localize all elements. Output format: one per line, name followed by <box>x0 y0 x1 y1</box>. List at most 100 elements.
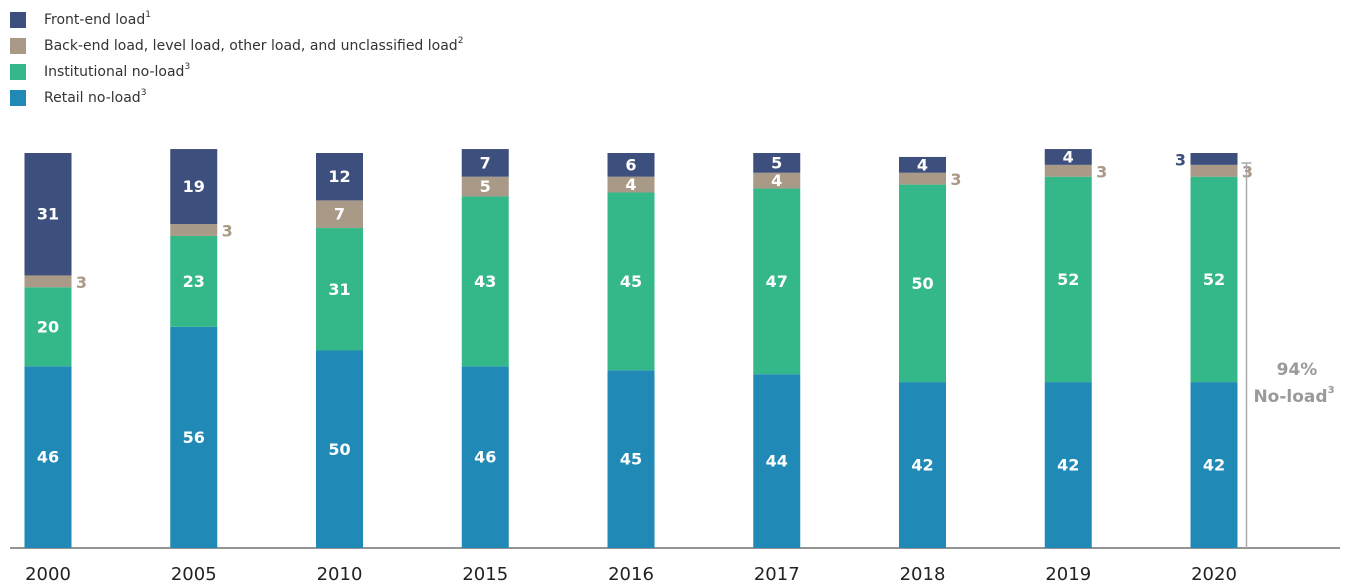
x-tick-label: 2018 <box>900 564 946 585</box>
bar-segment <box>753 172 801 189</box>
bar-segment <box>316 350 363 548</box>
data-label: 7 <box>480 153 491 172</box>
legend-label: Institutional no-load3 <box>44 62 190 81</box>
data-label: 7 <box>334 205 345 224</box>
data-label: 31 <box>328 280 350 299</box>
bar-segment <box>24 287 72 367</box>
legend-label: Back-end load, level load, other load, a… <box>44 36 463 55</box>
bar-segment <box>24 153 72 276</box>
bar-segment <box>753 188 801 375</box>
data-label: 44 <box>766 452 788 471</box>
legend-swatch <box>10 38 26 54</box>
x-tick-label: 2000 <box>25 564 71 585</box>
annotation-value: 94% <box>1277 360 1318 380</box>
bar-segment <box>1190 382 1238 548</box>
bar-segment <box>899 382 946 548</box>
legend-footnote: 3 <box>184 62 190 72</box>
legend-swatch <box>10 64 26 80</box>
annotation-name: No-load <box>1253 387 1327 407</box>
legend-name: Back-end load, level load, other load, a… <box>44 38 458 54</box>
data-label: 3 <box>950 170 961 189</box>
bar-segment <box>753 374 801 548</box>
data-label: 4 <box>625 175 636 194</box>
bar-segment <box>170 326 218 548</box>
legend-footnote: 1 <box>145 10 151 20</box>
data-label: 52 <box>1057 270 1079 289</box>
bar-segment <box>24 275 72 288</box>
data-label: 5 <box>480 177 491 196</box>
bar-segment <box>1190 153 1238 165</box>
data-label: 42 <box>911 456 933 475</box>
data-label: 45 <box>620 272 642 291</box>
data-label: 42 <box>1203 456 1225 475</box>
data-label: 3 <box>1175 150 1186 169</box>
data-label: 42 <box>1057 456 1079 475</box>
x-tick-label: 2015 <box>462 564 508 585</box>
bar-segment <box>24 366 72 548</box>
bar-segment <box>170 235 218 327</box>
x-tick-label: 2020 <box>1191 564 1237 585</box>
bar-segment <box>1044 149 1092 165</box>
data-label: 4 <box>917 155 928 174</box>
legend-name: Institutional no-load <box>44 64 184 80</box>
data-label: 23 <box>183 272 205 291</box>
data-label: 47 <box>766 272 788 291</box>
bar-segment <box>461 196 509 367</box>
annotation-footnote: 3 <box>1328 385 1335 396</box>
data-label: 50 <box>328 440 350 459</box>
bar-segment <box>170 224 218 236</box>
bar-segment <box>461 366 509 548</box>
bar-segment <box>607 192 655 371</box>
bar-segment <box>1044 382 1092 548</box>
annotation-text: No-load3 <box>1253 385 1334 407</box>
data-label: 4 <box>771 171 782 190</box>
legend-swatch <box>10 12 26 28</box>
bar-segment <box>607 153 655 177</box>
data-label: 46 <box>37 448 59 467</box>
bar-segment <box>1044 164 1092 177</box>
bar-segment <box>1190 176 1238 383</box>
data-label: 50 <box>911 274 933 293</box>
bar-segment <box>461 176 509 197</box>
x-tick-label: 2010 <box>317 564 363 585</box>
legend-name: Front-end load <box>44 12 145 28</box>
data-label: 52 <box>1203 270 1225 289</box>
data-label: 19 <box>183 177 205 196</box>
bar-segment <box>461 149 509 177</box>
bar-segment <box>753 153 801 173</box>
legend-name: Retail no-load <box>44 90 141 106</box>
bar-segment <box>170 149 218 225</box>
bar-segment <box>316 200 363 229</box>
x-tick-label: 2016 <box>608 564 654 585</box>
legend-footnote: 2 <box>458 36 464 46</box>
bar-segment <box>316 153 363 201</box>
data-label: 56 <box>183 428 205 447</box>
legend-label: Front-end load1 <box>44 10 151 29</box>
data-label: 43 <box>474 272 496 291</box>
bar-segment <box>1044 176 1092 383</box>
data-label: 4 <box>1063 147 1074 166</box>
data-label: 3 <box>1242 162 1253 181</box>
legend-footnote: 3 <box>141 88 147 98</box>
data-label: 3 <box>76 273 87 292</box>
x-tick-label: 2017 <box>754 564 800 585</box>
data-label: 12 <box>328 167 350 186</box>
bar-segment <box>316 228 363 351</box>
x-tick-label: 2019 <box>1045 564 1091 585</box>
x-tick-label: 2005 <box>171 564 217 585</box>
legend-swatch <box>10 90 26 106</box>
data-label: 3 <box>222 222 233 241</box>
data-label: 46 <box>474 448 496 467</box>
data-label: 31 <box>37 205 59 224</box>
bar-segment <box>899 172 946 185</box>
bar-segment <box>607 176 655 193</box>
bar-segment <box>899 184 946 383</box>
data-label: 20 <box>37 317 59 336</box>
data-label: 6 <box>625 155 636 174</box>
data-label: 5 <box>771 153 782 172</box>
data-label: 3 <box>1096 162 1107 181</box>
legend-label: Retail no-load3 <box>44 88 146 107</box>
data-label: 45 <box>620 450 642 469</box>
bar-segment <box>899 156 946 173</box>
